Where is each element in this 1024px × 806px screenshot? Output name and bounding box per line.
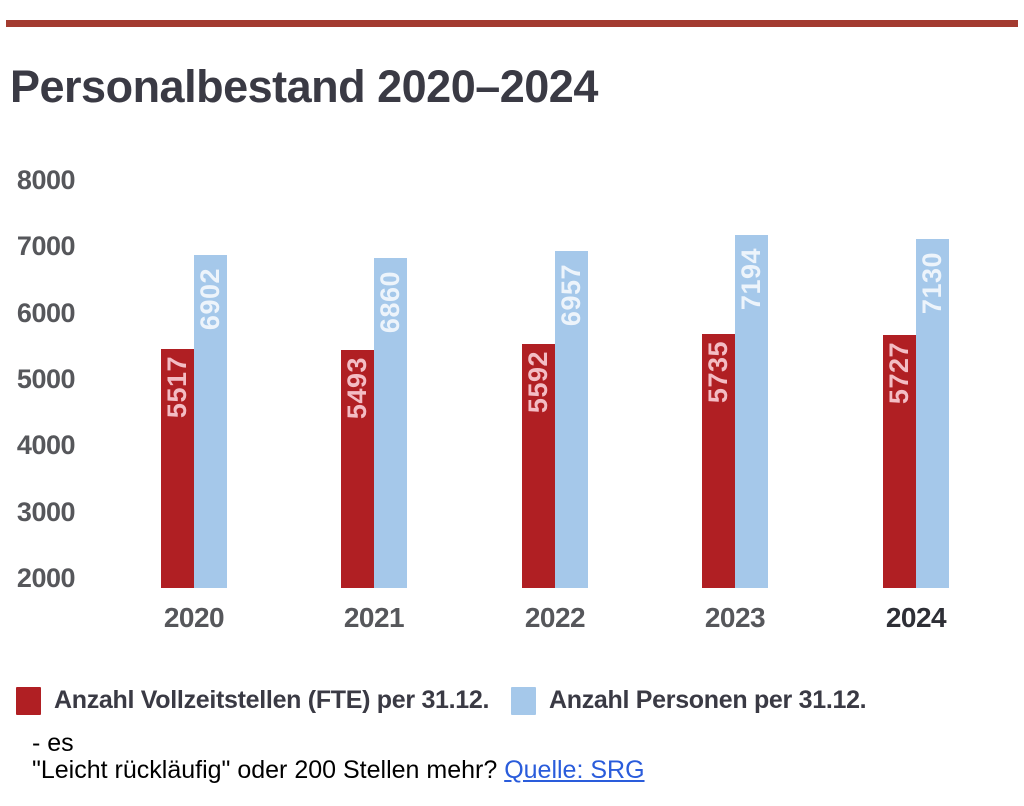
bar-value-label: 6902 — [195, 268, 225, 331]
y-axis-tick-label: 6000 — [16, 298, 76, 328]
bar-value-label: 6957 — [556, 264, 586, 327]
source-link[interactable]: Quelle: SRG — [504, 756, 645, 784]
y-axis-tick-label: 3000 — [16, 497, 76, 527]
x-axis-label-2024: 2024 — [885, 602, 947, 633]
bar-fte-2020: 5517 — [161, 349, 194, 588]
footer-note: - es "Leicht rückläufig" oder 200 Stelle… — [32, 730, 645, 784]
bar-fte-2022: 5592 — [522, 344, 555, 588]
bar-value-label: 5493 — [342, 357, 372, 420]
legend-swatch-persons — [511, 686, 536, 715]
x-axis-label-2021: 2021 — [343, 602, 405, 633]
bar-persons-2022: 6957 — [555, 251, 588, 588]
footer-line-1: - es — [32, 729, 74, 757]
bar-value-label: 6860 — [375, 271, 405, 334]
bar-fte-2021: 5493 — [341, 350, 374, 588]
legend-item-persons: Anzahl Personen per 31.12. — [511, 686, 867, 715]
bar-persons-2023: 7194 — [735, 235, 768, 588]
top-divider-rule — [6, 20, 1018, 27]
bar-value-label: 7130 — [917, 252, 947, 315]
bar-value-label: 5592 — [523, 351, 553, 414]
y-axis-tick-label: 5000 — [16, 364, 76, 394]
y-axis-tick-label: 2000 — [16, 563, 76, 593]
legend-label-persons: Anzahl Personen per 31.12. — [549, 686, 867, 714]
legend-item-fte: Anzahl Vollzeitstellen (FTE) per 31.12. — [16, 686, 489, 715]
legend-label-fte: Anzahl Vollzeitstellen (FTE) per 31.12. — [54, 686, 490, 714]
y-axis-tick-label: 4000 — [16, 430, 76, 460]
bar-persons-2021: 6860 — [374, 258, 407, 588]
bar-value-label: 5735 — [703, 341, 733, 404]
y-axis-tick-label: 7000 — [16, 231, 76, 261]
bar-persons-2020: 6902 — [194, 255, 227, 588]
chart-legend: Anzahl Vollzeitstellen (FTE) per 31.12. … — [0, 686, 1024, 722]
bar-persons-2024: 7130 — [916, 239, 949, 588]
page-title: Personalbestand 2020–2024 — [10, 61, 598, 112]
legend-swatch-fte — [16, 686, 41, 715]
footer-question: "Leicht rückläufig" oder 200 Stellen meh… — [32, 756, 505, 784]
bar-chart: 8000 7000 6000 5000 4000 3000 2000 5517 6902 2020… — [0, 150, 1024, 660]
bar-fte-2024: 5727 — [883, 335, 916, 588]
y-axis-tick-label: 8000 — [16, 165, 76, 195]
footer-line-2: "Leicht rückläufig" oder 200 Stellen meh… — [32, 757, 645, 784]
bar-value-label: 7194 — [736, 248, 766, 311]
x-axis-label-2020: 2020 — [163, 602, 225, 633]
bar-value-label: 5727 — [884, 342, 914, 405]
bar-value-label: 5517 — [162, 356, 192, 419]
bar-fte-2023: 5735 — [702, 334, 735, 588]
x-axis-label-2023: 2023 — [704, 602, 766, 633]
x-axis-label-2022: 2022 — [524, 602, 586, 633]
